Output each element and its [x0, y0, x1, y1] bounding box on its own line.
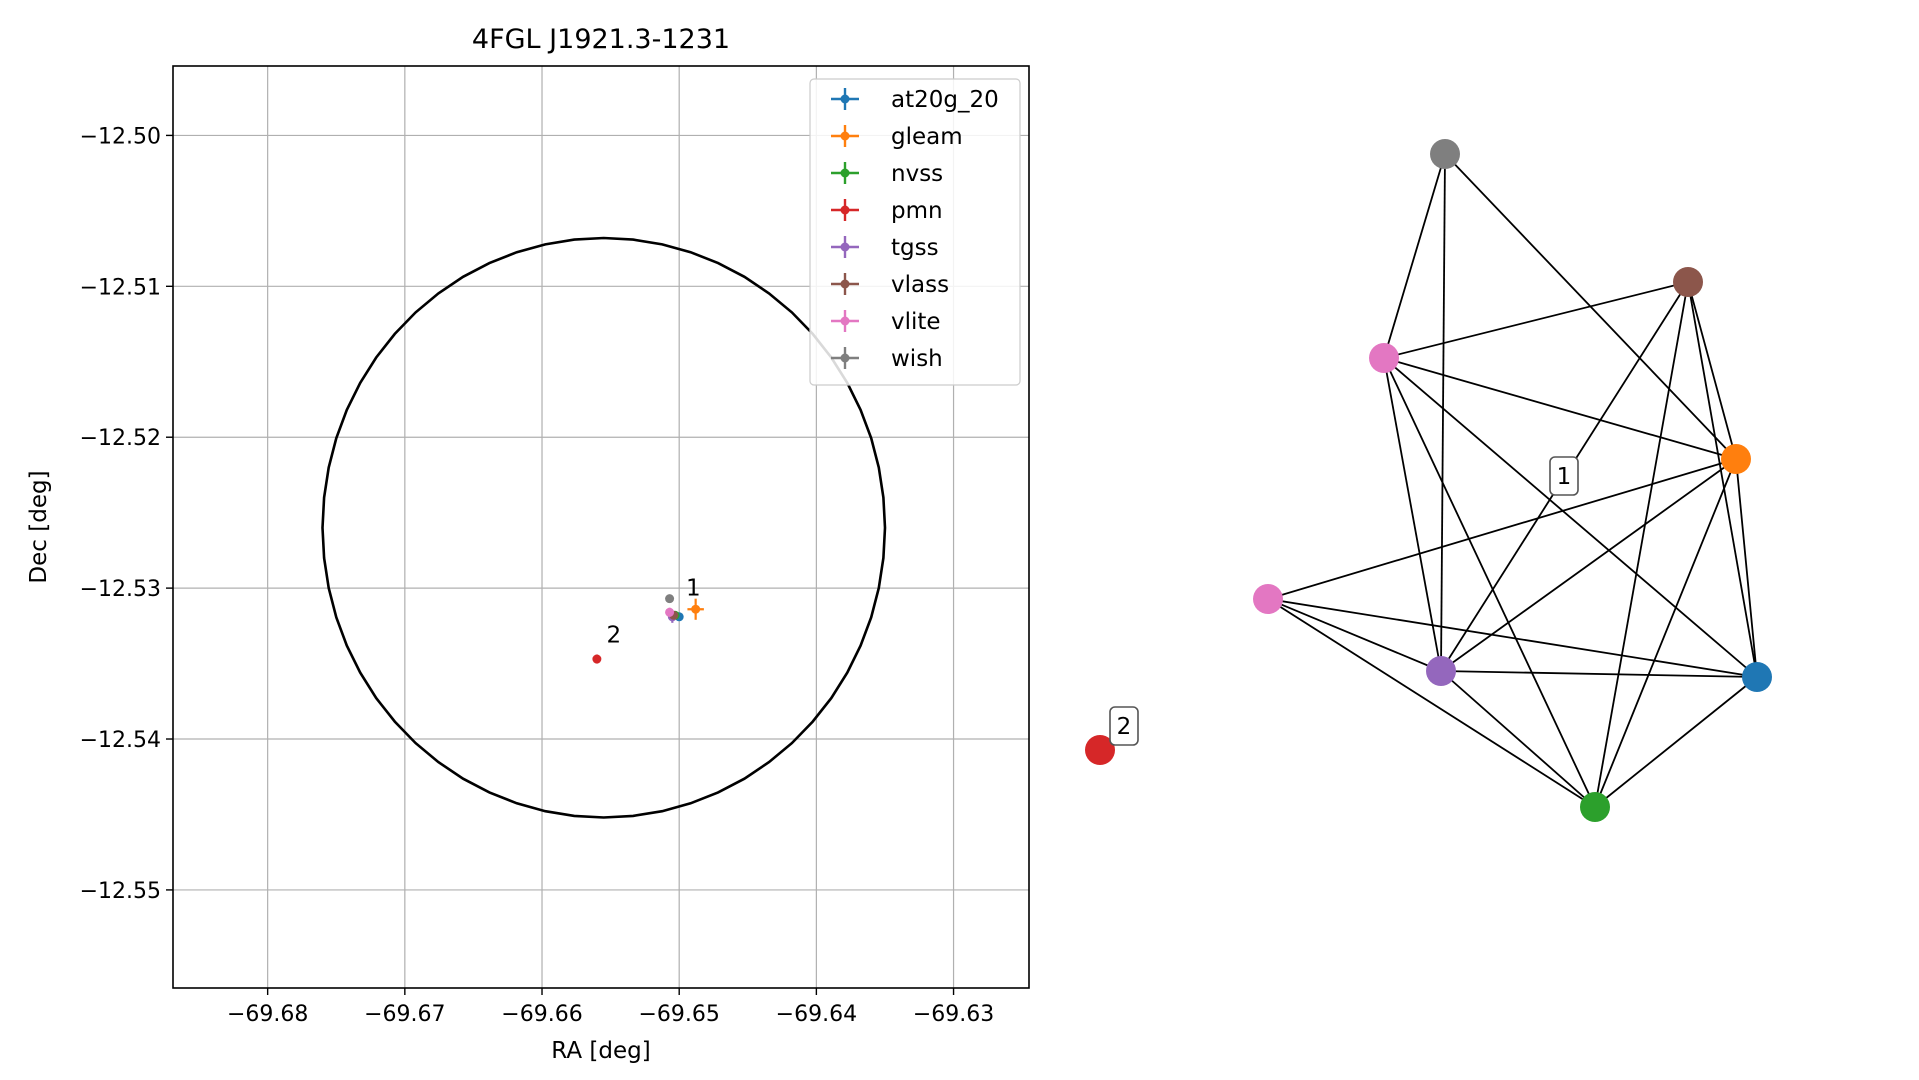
error-ellipse [321, 236, 887, 819]
edge-vlite_a-gleam [1383, 357, 1737, 460]
legend-entry-gleam: gleam [831, 124, 963, 150]
network-label-box [1109, 706, 1139, 746]
y-tick-label: −12.51 [80, 275, 161, 300]
x-tick-label: −69.65 [638, 1002, 719, 1027]
edge-wish-vlite_a [1383, 153, 1446, 359]
edge-gleam-vlite_b [1267, 458, 1737, 600]
x-axis-label: RA [deg] [551, 1038, 650, 1064]
legend-label: pmn [891, 198, 943, 224]
point-pmn [592, 654, 602, 664]
crossmatch-network: 12 [1085, 139, 1772, 822]
edge-tgss-nvss [1440, 670, 1596, 808]
node-vlite_b [1253, 584, 1283, 614]
annotation-2: 2 [606, 622, 621, 648]
edge-gleam-tgss [1440, 458, 1737, 672]
node-nvss [1580, 792, 1610, 822]
legend-marker [840, 205, 850, 215]
legend-label: tgss [891, 235, 939, 261]
legend-label: wish [891, 346, 943, 372]
edge-vlite_b-nvss [1267, 598, 1596, 808]
edge-vlite_b-tgss [1267, 598, 1442, 672]
network-edges [1267, 153, 1758, 808]
network-label-1: 1 [1549, 456, 1579, 496]
y-tick-label: −12.53 [80, 577, 161, 602]
network-label-box [1549, 456, 1579, 496]
marker-wish [665, 594, 675, 604]
marker-gleam [691, 604, 701, 614]
axis-ticks: −69.68 −69.67 −69.66 −69.65 −69.64 −69.63 −12.… [80, 124, 995, 1027]
node-wish [1430, 139, 1460, 169]
annotation-1: 1 [686, 576, 701, 602]
x-tick-label: −69.68 [227, 1002, 308, 1027]
legend-entry-vlite: vlite [831, 309, 941, 335]
y-tick-label: −12.50 [80, 124, 161, 149]
error-ellipse-layer [321, 236, 887, 819]
legend-marker [840, 279, 850, 289]
node-vlass [1673, 267, 1703, 297]
edge-at20g_20-nvss [1594, 676, 1758, 808]
sky-position-plot: 12 −69.68 −69.67 −69.66 −69.65 −69.64 −69.63−… [26, 24, 1030, 1064]
edge-tgss-at20g_20 [1440, 670, 1758, 678]
y-tick-label: −12.55 [80, 879, 161, 904]
edge-gleam-nvss [1594, 458, 1737, 808]
legend-marker [840, 353, 850, 363]
plot-frame [172, 65, 1030, 989]
x-tick-label: −69.67 [364, 1002, 445, 1027]
edge-vlite_a-tgss [1383, 357, 1442, 672]
legend-label: nvss [891, 161, 943, 187]
legend-marker [840, 131, 850, 141]
network-label-2: 2 [1109, 706, 1139, 746]
legend-label: at20g_20 [891, 87, 999, 113]
legend-label: vlite [891, 309, 941, 335]
marker-vlite [665, 607, 675, 617]
edge-vlass-at20g_20 [1687, 281, 1758, 678]
legend-label: vlass [891, 272, 949, 298]
chart-title: 4FGL J1921.3-1231 [472, 24, 730, 55]
edge-vlass-gleam [1687, 281, 1737, 460]
x-tick-label: −69.64 [776, 1002, 857, 1027]
legend-entry-tgss: tgss [831, 235, 939, 261]
network-labels: 12 [1109, 456, 1579, 746]
y-tick-label: −12.52 [80, 426, 161, 451]
edge-vlite_b-at20g_20 [1267, 598, 1758, 678]
legend-marker [840, 316, 850, 326]
node-gleam [1721, 444, 1751, 474]
edge-wish-tgss [1440, 153, 1446, 672]
edge-vlite_a-nvss [1383, 357, 1596, 808]
edge-vlass-vlite_a [1383, 281, 1689, 359]
node-at20g_20 [1742, 662, 1772, 692]
x-tick-label: −69.63 [913, 1002, 994, 1027]
legend-entry-nvss: nvss [831, 161, 943, 187]
legend-entry-vlass: vlass [831, 272, 949, 298]
legend-entry-at20g_20: at20g_20 [831, 87, 999, 113]
legend-marker [840, 242, 850, 252]
network-nodes [1085, 139, 1772, 822]
marker-pmn [592, 654, 602, 664]
point-vlite [665, 607, 675, 617]
edge-vlite_a-at20g_20 [1383, 357, 1758, 678]
network-label-text: 1 [1557, 464, 1572, 490]
legend-entry-wish: wish [831, 346, 943, 372]
y-axis-label: Dec [deg] [26, 470, 52, 583]
node-vlite_a [1369, 343, 1399, 373]
node-pmn [1085, 735, 1115, 765]
legend-marker [840, 168, 850, 178]
network-label-text: 2 [1117, 714, 1132, 740]
legend-box [809, 78, 1021, 386]
legend-marker [840, 94, 850, 104]
legend-entry-pmn: pmn [831, 198, 943, 224]
legend-label: gleam [891, 124, 963, 150]
edge-gleam-at20g_20 [1735, 458, 1758, 678]
point-wish [665, 594, 675, 604]
x-tick-label: −69.66 [501, 1002, 582, 1027]
node-tgss [1426, 656, 1456, 686]
y-tick-label: −12.54 [80, 728, 161, 753]
point-gleam [687, 598, 704, 620]
data-points [592, 594, 704, 664]
point-annotations: 12 [606, 576, 700, 649]
edge-vlass-nvss [1594, 281, 1689, 808]
grid [173, 66, 1029, 988]
